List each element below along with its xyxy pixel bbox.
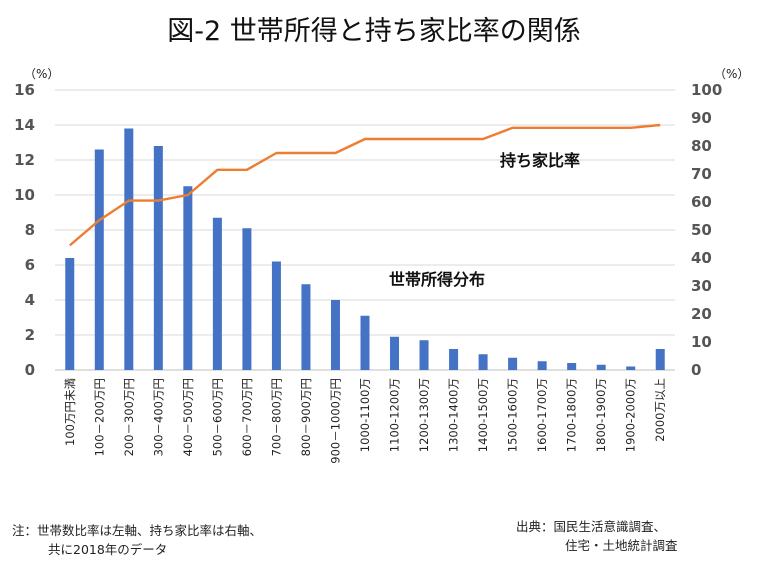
right-axis-tick-label: 60 (691, 193, 712, 211)
x-axis-category-label: 800－900万円 (299, 378, 313, 456)
right-axis-tick-label: 0 (691, 361, 701, 379)
bar (242, 228, 252, 370)
left-axis-tick-label: 2 (25, 326, 35, 344)
bar (596, 364, 606, 370)
bar (360, 315, 370, 370)
right-axis-unit: （%） (714, 67, 749, 81)
left-axis-tick-label: 0 (25, 361, 35, 379)
x-axis-category-label: 1800-1900万 (594, 378, 608, 452)
left-axis-tick-label: 4 (25, 291, 35, 309)
x-axis-category-label: 200－300万円 (122, 378, 136, 456)
x-axis-category-label: 700－800万円 (269, 378, 283, 456)
left-axis-tick-label: 16 (14, 81, 35, 99)
bar (537, 361, 547, 370)
bar (271, 261, 281, 370)
footer-source: 出典：国民生活意識調査、 住宅・土地統計調査 (516, 517, 678, 555)
x-axis-category-label: 1600-1700万 (535, 378, 549, 452)
x-axis-category-label: 2000万以上 (653, 378, 667, 442)
bar (626, 366, 636, 370)
bar (183, 186, 193, 370)
right-axis-tick-label: 20 (691, 305, 712, 323)
right-axis-tick-label: 10 (691, 333, 712, 351)
x-axis-category-label: 1900-2000万 (624, 378, 638, 452)
footer-source-line1: 出典：国民生活意識調査、 (516, 519, 667, 534)
right-axis-tick-label: 70 (691, 165, 712, 183)
bar (330, 300, 340, 370)
bar (212, 217, 222, 370)
footer-note-line2: 共に2018年のデータ (48, 542, 168, 557)
x-axis-category-label: 600－700万円 (240, 378, 254, 456)
right-axis-tick-label: 50 (691, 221, 712, 239)
label-income-distribution: 世帯所得分布 (389, 270, 485, 289)
x-axis-category-label: 1300-1400万 (447, 378, 461, 452)
x-axis-category-label: 300－400万円 (151, 378, 165, 456)
x-axis: 100万円未満 100－200万円 200－300万円 300－400万円 400－50… (63, 378, 667, 464)
right-axis-tick-label: 40 (691, 249, 712, 267)
bar (449, 349, 459, 370)
right-axis: 0 10 20 30 40 50 60 70 80 90 100 (691, 81, 722, 379)
bar (153, 146, 163, 370)
bar (567, 363, 577, 370)
label-homeownership-rate: 持ち家比率 (500, 151, 580, 170)
x-axis-category-label: 900－1000万円 (328, 378, 342, 464)
right-axis-tick-label: 80 (691, 137, 712, 155)
bar (478, 354, 488, 370)
bar (390, 336, 400, 370)
x-axis-category-label: 400－500万円 (181, 378, 195, 456)
left-axis: 0 2 4 6 8 10 12 14 16 (14, 81, 35, 379)
bar-series (65, 128, 665, 370)
right-axis-tick-label: 90 (691, 109, 712, 127)
left-axis-tick-label: 12 (14, 151, 35, 169)
right-axis-tick-label: 30 (691, 277, 712, 295)
bar (65, 258, 75, 370)
bar (94, 149, 104, 370)
left-axis-unit: （%） (24, 67, 59, 81)
left-axis-tick-label: 14 (14, 116, 35, 134)
x-axis-category-label: 1500-1600万 (506, 378, 520, 452)
left-axis-tick-label: 8 (25, 221, 35, 239)
x-axis-category-label: 1400-1500万 (476, 378, 490, 452)
bar (419, 340, 429, 370)
x-axis-category-label: 500－600万円 (210, 378, 224, 456)
bar (124, 128, 134, 370)
left-axis-tick-label: 6 (25, 256, 35, 274)
footer-source-line2: 住宅・土地統計調査 (565, 538, 678, 553)
x-axis-category-label: 100万円未満 (63, 378, 77, 446)
right-axis-tick-label: 100 (691, 81, 722, 99)
bar (301, 284, 311, 370)
footer-note-line1: 注：世帯数比率は左軸、持ち家比率は右軸、 (12, 523, 263, 538)
footer-note: 注：世帯数比率は左軸、持ち家比率は右軸、 共に2018年のデータ (12, 521, 262, 559)
chart-title: 図-2 世帯所得と持ち家比率の関係 (167, 16, 581, 47)
x-axis-category-label: 100－200万円 (92, 378, 106, 456)
x-axis-category-label: 1000-1100万 (358, 378, 372, 452)
bar (655, 349, 665, 370)
bar (508, 357, 518, 370)
x-axis-category-label: 1700-1800万 (565, 378, 579, 452)
x-axis-category-label: 1100-1200万 (388, 378, 402, 452)
x-axis-category-label: 1200-1300万 (417, 378, 431, 452)
line-series (69, 123, 661, 247)
left-axis-tick-label: 10 (14, 186, 35, 204)
